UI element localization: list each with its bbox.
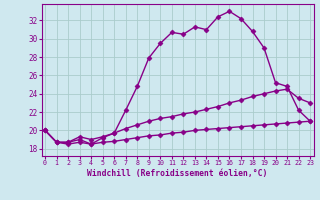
X-axis label: Windchill (Refroidissement éolien,°C): Windchill (Refroidissement éolien,°C) — [87, 169, 268, 178]
